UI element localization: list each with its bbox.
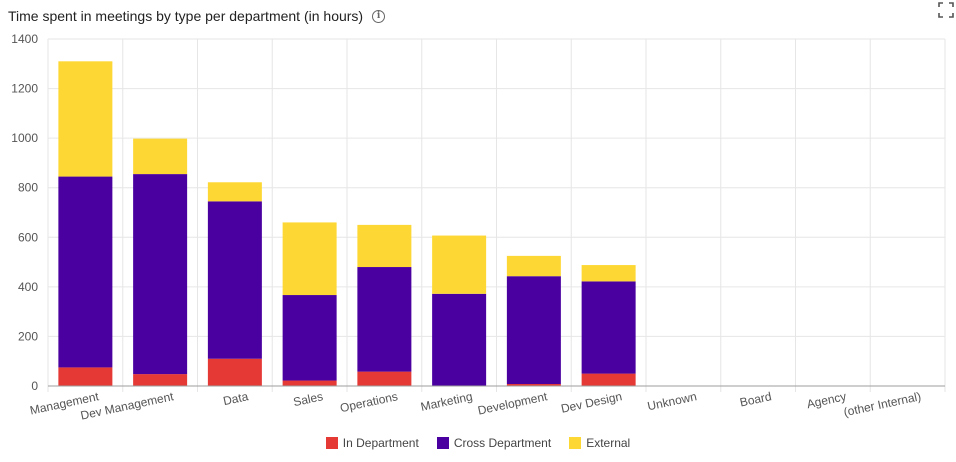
x-tick-label: Dev Design bbox=[560, 389, 624, 416]
legend-label: External bbox=[586, 436, 631, 450]
x-tick-label: Board bbox=[739, 389, 773, 409]
bar-segment[interactable] bbox=[506, 384, 561, 386]
y-tick-label: 1200 bbox=[11, 82, 38, 96]
bar-segment[interactable] bbox=[282, 295, 337, 381]
bar-segment[interactable] bbox=[207, 358, 262, 386]
bar-segment[interactable] bbox=[207, 182, 262, 202]
bar-segment[interactable] bbox=[133, 174, 188, 375]
y-tick-label: 800 bbox=[18, 181, 38, 195]
bar-segment[interactable] bbox=[133, 374, 188, 386]
x-tick-label: Operations bbox=[339, 389, 399, 415]
y-tick-label: 0 bbox=[31, 379, 38, 393]
legend-label: Cross Department bbox=[453, 436, 552, 450]
bar-segment[interactable] bbox=[432, 235, 487, 294]
bar-segment[interactable] bbox=[58, 367, 113, 386]
bar-segment[interactable] bbox=[357, 371, 412, 386]
bar-segment[interactable] bbox=[581, 373, 636, 386]
legend-label: In Department bbox=[342, 436, 419, 450]
bar-segment[interactable] bbox=[432, 293, 487, 386]
x-tick-label: Development bbox=[476, 389, 549, 418]
y-tick-label: 1400 bbox=[11, 32, 38, 46]
expand-icon[interactable] bbox=[938, 2, 954, 18]
y-tick-label: 1000 bbox=[11, 131, 38, 145]
legend-swatch bbox=[436, 437, 449, 449]
bar-segment[interactable] bbox=[207, 201, 262, 359]
bar-segment[interactable] bbox=[357, 224, 412, 268]
y-tick-label: 600 bbox=[18, 230, 38, 244]
bar-segment[interactable] bbox=[282, 222, 337, 296]
bar-segment[interactable] bbox=[506, 255, 561, 277]
bar-segment[interactable] bbox=[133, 138, 188, 175]
legend-swatch bbox=[569, 437, 582, 449]
bar-segment[interactable] bbox=[282, 380, 337, 386]
x-tick-label: Agency bbox=[805, 389, 847, 411]
bar-segment[interactable] bbox=[581, 265, 636, 282]
y-tick-label: 400 bbox=[18, 280, 38, 294]
bar-segment[interactable] bbox=[58, 61, 113, 177]
legend-item-external[interactable]: External bbox=[569, 436, 630, 450]
x-tick-label: Marketing bbox=[419, 389, 473, 414]
legend-item-cross-department[interactable]: Cross Department bbox=[436, 436, 552, 450]
x-tick-label: Unknown bbox=[646, 389, 698, 413]
x-tick-label: Data bbox=[222, 389, 250, 408]
chart-legend: In Department Cross Department External bbox=[0, 436, 956, 450]
info-icon[interactable]: i bbox=[372, 9, 386, 23]
legend-item-in-department[interactable]: In Department bbox=[325, 436, 419, 450]
bar-segment[interactable] bbox=[506, 276, 561, 385]
y-tick-label: 200 bbox=[18, 329, 38, 343]
bar-segment[interactable] bbox=[581, 281, 636, 374]
legend-swatch bbox=[325, 437, 338, 449]
x-tick-label: Sales bbox=[292, 389, 324, 409]
bar-segment[interactable] bbox=[58, 176, 113, 368]
chart-header: Time spent in meetings by type per depar… bbox=[8, 6, 948, 26]
x-tick-label: (other Internal) bbox=[842, 389, 922, 419]
chart-title: Time spent in meetings by type per depar… bbox=[8, 8, 364, 24]
bar-segment[interactable] bbox=[357, 267, 412, 372]
